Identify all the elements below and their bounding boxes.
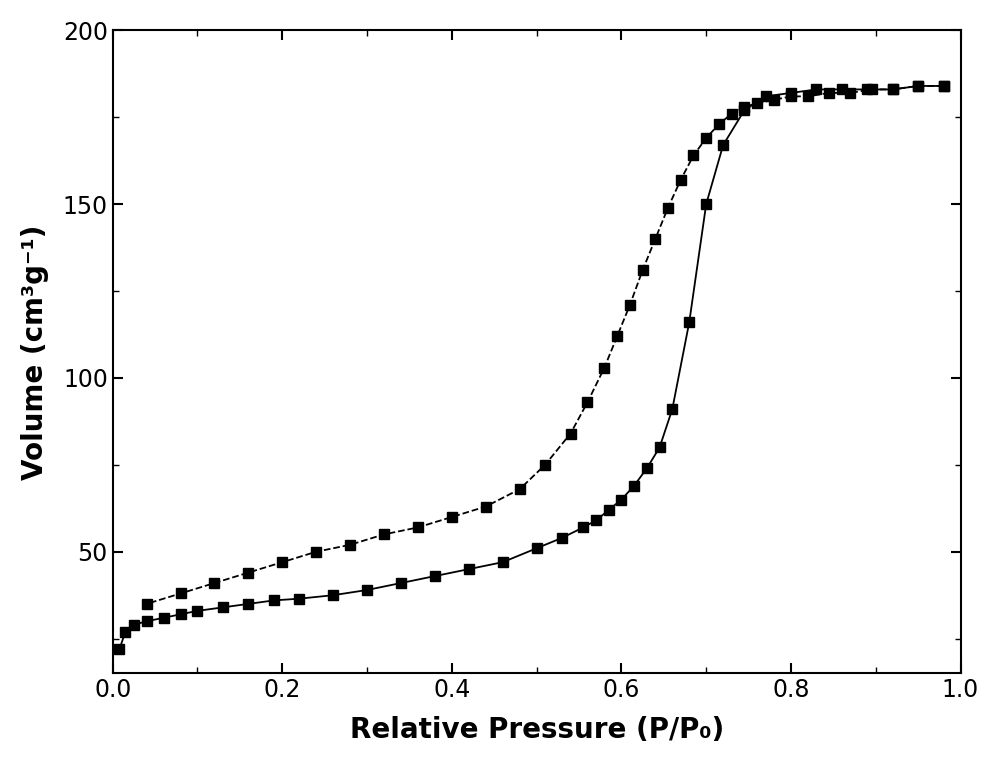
Y-axis label: Volume (cm³g⁻¹): Volume (cm³g⁻¹) bbox=[21, 224, 49, 480]
X-axis label: Relative Pressure (P/P₀): Relative Pressure (P/P₀) bbox=[350, 716, 724, 744]
